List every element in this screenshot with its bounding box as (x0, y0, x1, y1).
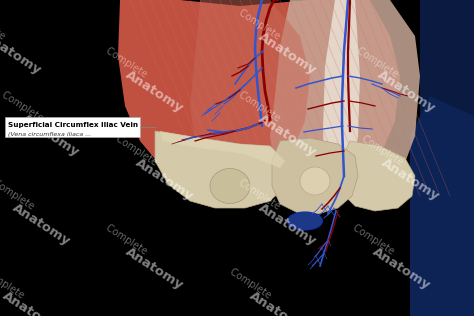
Text: Anatomy: Anatomy (0, 30, 44, 77)
Polygon shape (420, 0, 474, 316)
Ellipse shape (288, 212, 322, 230)
Text: Complete: Complete (0, 90, 47, 125)
Text: Anatomy: Anatomy (374, 68, 438, 115)
Polygon shape (160, 131, 285, 168)
Polygon shape (410, 96, 474, 316)
Text: Anatomy: Anatomy (123, 68, 186, 115)
Text: Complete: Complete (114, 134, 161, 169)
Text: Anatomy: Anatomy (123, 245, 186, 292)
Text: Complete: Complete (104, 46, 152, 81)
Ellipse shape (210, 168, 250, 204)
Text: Anatomy: Anatomy (9, 201, 73, 248)
Bar (5, 117, 140, 137)
Text: Anatomy: Anatomy (256, 112, 319, 160)
Text: Complete: Complete (360, 134, 408, 169)
Polygon shape (323, 0, 360, 196)
Text: Anatomy: Anatomy (133, 156, 196, 204)
Text: Complete: Complete (237, 90, 284, 125)
Ellipse shape (300, 167, 330, 195)
Text: Complete: Complete (228, 267, 275, 302)
Text: Anatomy: Anatomy (379, 156, 442, 204)
Text: Anatomy: Anatomy (256, 30, 319, 77)
Text: Complete: Complete (237, 8, 284, 43)
Text: Anatomy: Anatomy (256, 201, 319, 248)
Text: Superficial Circumflex Iliac Vein: Superficial Circumflex Iliac Vein (8, 122, 138, 128)
Text: Complete: Complete (104, 222, 152, 258)
Polygon shape (118, 0, 400, 198)
Text: Complete: Complete (356, 46, 403, 81)
Polygon shape (270, 0, 420, 201)
Text: Anatomy: Anatomy (370, 245, 433, 292)
Text: Anatomy: Anatomy (246, 289, 310, 316)
Polygon shape (338, 141, 415, 211)
Text: Anatomy: Anatomy (19, 112, 82, 160)
Text: Complete: Complete (0, 178, 38, 214)
Text: Anatomy: Anatomy (0, 289, 63, 316)
Text: Complete: Complete (237, 178, 284, 214)
Text: (Vena circumflexa iliaca ...: (Vena circumflexa iliaca ... (8, 132, 91, 137)
Polygon shape (155, 131, 285, 208)
Polygon shape (272, 138, 358, 214)
Polygon shape (190, 0, 310, 194)
Text: Complete: Complete (351, 222, 398, 258)
Text: Complete: Complete (0, 8, 9, 43)
Text: Complete: Complete (0, 267, 28, 302)
